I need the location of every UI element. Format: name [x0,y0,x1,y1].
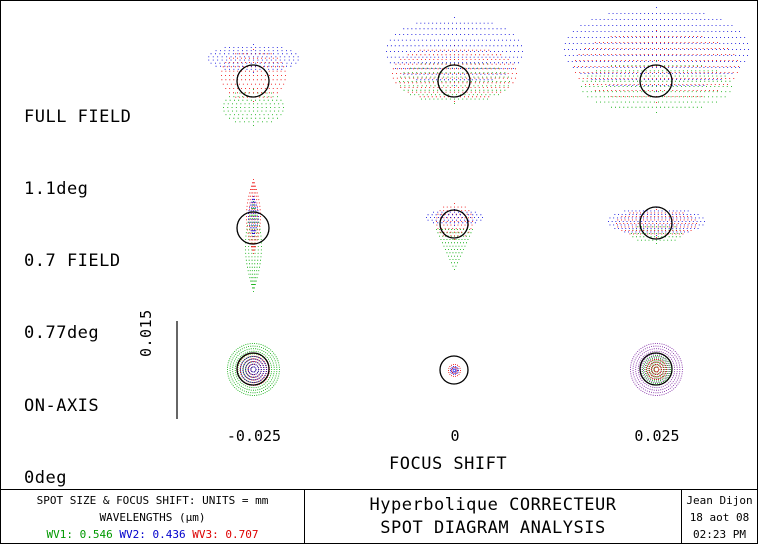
spot-on-axis-zero [448,364,461,377]
spot-07-field-zero [426,203,483,270]
footer: SPOT SIZE & FOCUS SHIFT: UNITS = mm WAVE… [1,489,757,544]
x-tick-label: -0.025 [194,427,314,445]
spot-points [630,343,683,396]
info-panel: Jean Dijon 18 aot 08 02:23 PM [682,490,757,544]
spot-points [564,7,749,92]
spot-points [574,30,739,103]
field-angle: 0deg [24,466,99,490]
x-tick-label: 0 [395,427,515,445]
title-line-2: SPOT DIAGRAM ANALYSIS [305,517,681,540]
spot-points [581,60,732,113]
field-name: FULL FIELD [24,105,131,129]
x-axis-label: FOCUS SHIFT [389,452,507,476]
spot-points [392,45,517,102]
airy-disk-circle [440,210,468,238]
units-panel: SPOT SIZE & FOCUS SHIFT: UNITS = mm WAVE… [1,490,305,544]
x-tick-label: 0.025 [597,427,717,445]
scale-bar-label: 0.015 [134,309,158,357]
legend-wv2: WV2: 0.436 [119,528,185,541]
field-angle: 0.77deg [24,321,121,345]
spot-on-axis-neg [227,343,280,396]
time: 02:23 PM [682,526,757,543]
spot-points [448,364,461,377]
spot-points [608,207,705,236]
spot-points [223,89,284,126]
legend-wv3: WV3: 0.707 [192,528,258,541]
spot-points [386,17,523,86]
spot-points [631,223,682,244]
spot-points [426,209,483,226]
title-line-1: Hyperbolique CORRECTEUR [305,494,681,517]
spot-points [227,343,280,396]
wavelengths-label: WAVELENGTHS (μm) [1,509,304,526]
field-name: 0.7 FIELD [24,249,121,273]
spot-points [646,359,667,380]
units-line: SPOT SIZE & FOCUS SHIFT: UNITS = mm [1,492,304,509]
field-angle: 1.1deg [24,177,131,201]
spot-points [436,229,473,270]
airy-disk-circle [237,65,269,97]
spot-on-axis-pos [630,343,683,396]
date: 18 aot 08 [682,509,757,526]
airy-disk-circle [440,356,468,384]
title-panel: Hyperbolique CORRECTEUR SPOT DIAGRAM ANA… [305,490,682,544]
spot-07-field-neg [245,179,262,292]
wavelength-legend: WV1: 0.546 WV2: 0.436 WV3: 0.707 [1,526,304,543]
field-name: ON-AXIS [24,394,99,418]
spot-full-field-neg [208,44,298,126]
spot-diagram-sheet: FULL FIELD 1.1deg 0.7 FIELD 0.77deg ON-A… [0,0,758,544]
legend-wv1: WV1: 0.546 [47,528,113,541]
spot-full-field-zero [386,17,523,104]
author: Jean Dijon [682,492,757,509]
